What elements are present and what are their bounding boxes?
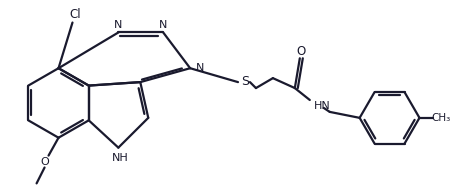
Text: N: N	[114, 20, 123, 29]
Text: O: O	[296, 45, 305, 58]
Text: HN: HN	[314, 101, 330, 111]
Text: N: N	[196, 63, 204, 73]
Text: NH: NH	[112, 152, 129, 163]
Text: O: O	[40, 157, 49, 167]
Text: Cl: Cl	[70, 8, 81, 21]
Text: N: N	[159, 20, 167, 29]
Text: CH₃: CH₃	[432, 113, 451, 123]
Text: S: S	[241, 75, 249, 88]
